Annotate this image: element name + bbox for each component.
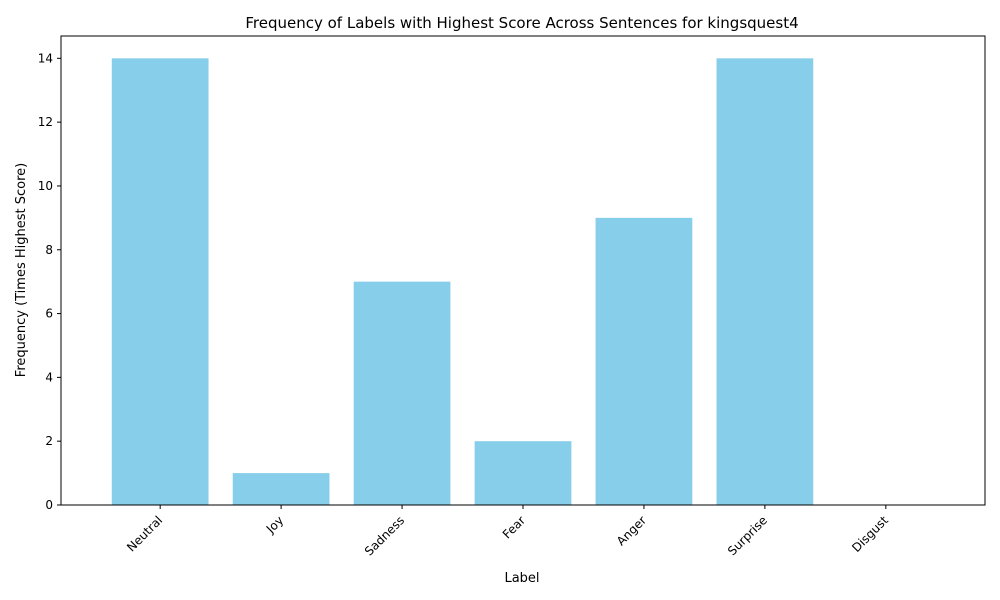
bar-surprise <box>716 58 814 505</box>
x-tick-label-anger: Anger <box>614 513 649 548</box>
bar-fear <box>474 441 572 505</box>
bar-joy <box>232 473 330 505</box>
x-tick-label-sadness: Sadness <box>362 513 407 558</box>
x-tick-label-joy: Joy <box>263 513 286 536</box>
y-tick-label: 0 <box>45 498 53 512</box>
y-axis-title: Frequency (Times Highest Score) <box>14 163 29 377</box>
x-tick-label-fear: Fear <box>500 513 528 541</box>
bars-layer <box>111 58 814 505</box>
y-tick-label: 14 <box>38 51 53 65</box>
plot-frame <box>60 35 986 506</box>
y-axis-ticks: 0 2 4 6 8 10 12 14 <box>38 51 61 512</box>
y-tick-label: 8 <box>45 243 53 257</box>
x-tick-label-disgust: Disgust <box>849 513 891 555</box>
y-tick-label: 6 <box>45 307 53 321</box>
bar-anger <box>595 217 693 505</box>
y-tick-label: 12 <box>38 115 53 129</box>
y-tick-label: 2 <box>45 434 53 448</box>
x-tick-label-neutral: Neutral <box>124 513 165 554</box>
chart-title: Frequency of Labels with Highest Score A… <box>245 14 798 32</box>
y-tick-label: 4 <box>45 370 53 384</box>
bar-sadness <box>353 281 451 505</box>
x-tick-label-surprise: Surprise <box>725 513 770 558</box>
y-tick-label: 10 <box>38 179 53 193</box>
bar-neutral <box>111 58 209 505</box>
x-axis-ticks: Neutral Joy Sadness Fear Anger Surprise Disgus… <box>124 505 891 559</box>
x-axis-title: Label <box>504 571 539 586</box>
